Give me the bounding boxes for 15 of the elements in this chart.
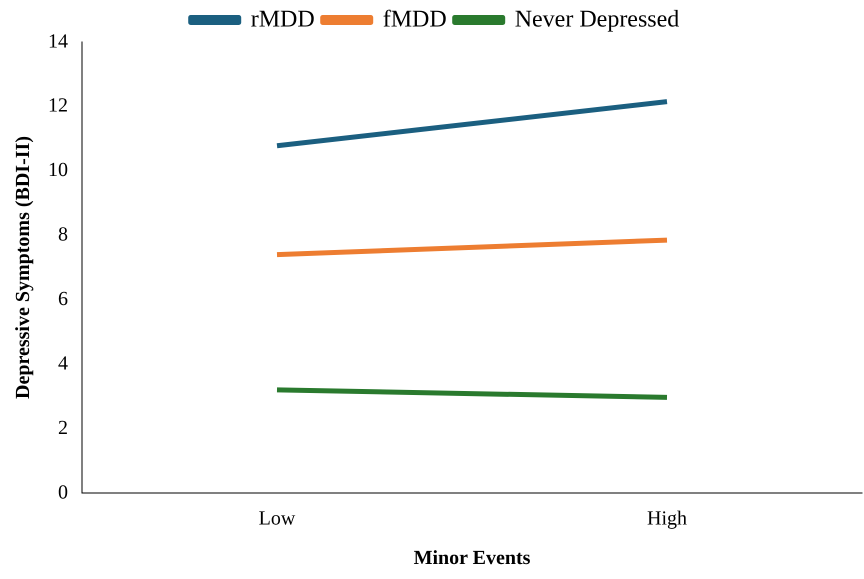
x-tick-label: High xyxy=(647,507,687,530)
x-tick-label: Low xyxy=(258,507,296,530)
y-tick-label: 14 xyxy=(48,30,68,52)
legend-label: Never Depressed xyxy=(514,6,680,32)
y-tick-label: 6 xyxy=(58,288,68,310)
y-tick-label: 8 xyxy=(58,224,68,246)
y-tick-label: 0 xyxy=(58,481,68,504)
legend-label: rMDD xyxy=(250,6,315,32)
x-axis-title: Minor Events xyxy=(414,547,531,570)
y-axis-title: Depressive Symptoms (BDI-II) xyxy=(12,136,34,399)
y-tick-label: 12 xyxy=(48,94,68,117)
y-tick-label: 4 xyxy=(58,352,68,374)
y-tick-label: 2 xyxy=(58,416,68,439)
y-tick-label: 10 xyxy=(48,159,68,182)
legend-label: fMDD xyxy=(382,6,447,32)
